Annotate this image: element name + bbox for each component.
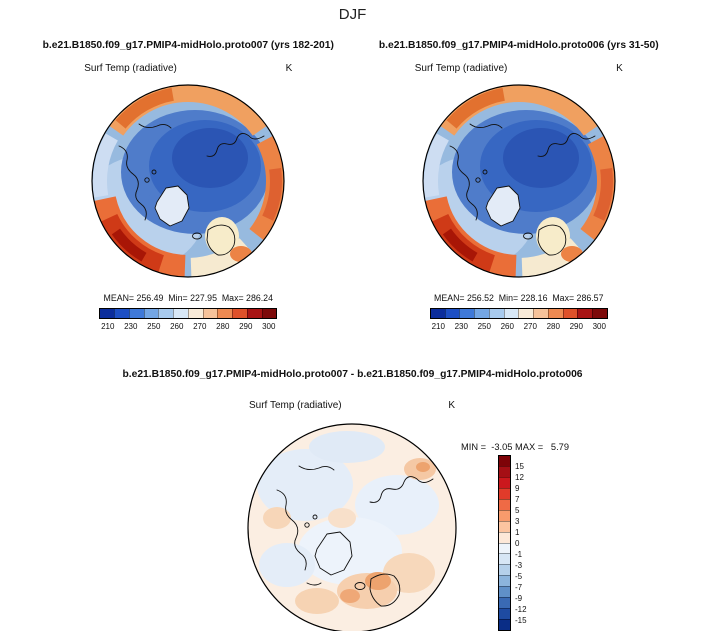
panel-proto006: Surf Temp (radiative) K MEAN= 256.52 Min… [343,63,696,331]
units-label: K [616,63,623,74]
polar-map-difference [247,423,457,631]
field-label: Surf Temp (radiative) [414,63,508,74]
temp-colorbar-labels: 210 230 250 260 270 280 290 300 [101,322,276,331]
polar-map-proto007 [91,84,285,278]
temp-colorbar [99,308,278,319]
diff-colorbar-labels: 15 12 9 7 5 3 1 0 -1 -3 -5 -7 -9 -12 -15 [515,462,527,625]
panel-proto007: Surf Temp (radiative) K MEAN= 256.49 Min… [12,63,365,331]
diff-minmax-text: MIN = -3.05 MAX = 5.79 [461,442,569,452]
figure-title: DJF [338,6,367,23]
units-label: K [285,63,293,74]
stats-text: MEAN= 256.52 Min= 228.16 Max= 286.57 [434,293,604,303]
top-panels-row: Surf Temp (radiative) K MEAN= 256.49 Min… [0,63,705,331]
panel-header-left: b.e21.B1850.f09_g17.PMIP4-midHolo.proto0… [42,40,334,51]
coastlines [276,465,434,607]
diff-panel-header: b.e21.B1850.f09_g17.PMIP4-midHolo.proto0… [122,369,583,380]
units-label: K [448,400,455,411]
field-row: Surf Temp (radiative) K [249,400,455,411]
field-label: Surf Temp (radiative) [84,63,177,74]
diff-colorbar [498,455,511,631]
panel-header-right: b.e21.B1850.f09_g17.PMIP4-midHolo.proto0… [378,40,659,51]
temp-colorbar-labels: 210 230 250 260 270 280 290 300 [431,322,606,331]
panel-headers-row: b.e21.B1850.f09_g17.PMIP4-midHolo.proto0… [0,40,705,51]
field-row: Surf Temp (radiative) K [84,63,292,74]
stats-text: MEAN= 256.49 Min= 227.95 Max= 286.24 [103,293,273,303]
temp-colorbar [429,308,608,319]
field-label: Surf Temp (radiative) [249,400,342,411]
diff-colorbar-wrap: 15 12 9 7 5 3 1 0 -1 -3 -5 -7 -9 -12 -15 [498,455,527,631]
polar-map-proto006 [422,84,616,278]
field-row: Surf Temp (radiative) K [415,63,623,74]
